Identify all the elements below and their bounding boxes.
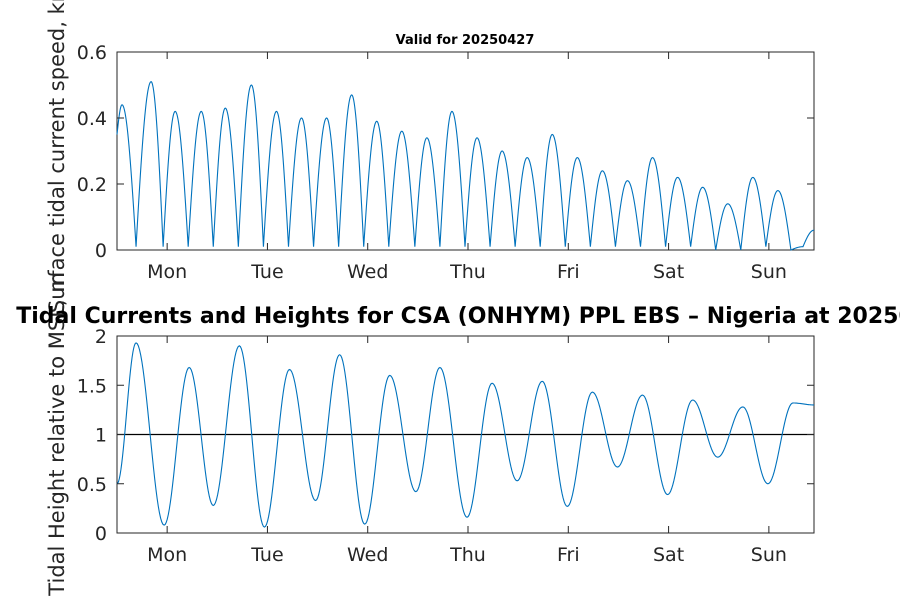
current-speed-x-tick-label: Mon (147, 261, 187, 283)
current-speed-x-tick-label: Thu (449, 261, 486, 283)
tidal-height-y-tick-label: 1 (95, 425, 107, 447)
current-speed-x-tick-label: Sat (653, 261, 684, 283)
figure-title: Tidal Currents and Heights for CSA (ONHY… (16, 304, 900, 329)
current-speed-x-tick-label: Fri (557, 261, 580, 283)
tidal-height-line (116, 342, 815, 528)
current-speed-x-tick-label: Sun (751, 261, 787, 283)
current-speed-y-tick-label: 0.6 (77, 42, 107, 64)
current-speed-chart: 0 0.2 0.4 0.6 Mon Tue Wed Thu Fri Sat Sun Valid f… (45, 0, 815, 313)
current-speed-series (116, 81, 815, 251)
current-speed-y-tick-label: 0 (95, 240, 107, 262)
tidal-height-series (116, 342, 815, 528)
tidal-height-x-tick-label: Wed (347, 544, 388, 566)
current-speed-x-tick-label: Tue (250, 261, 283, 283)
current-speed-y-tick-label: 0.2 (77, 174, 107, 196)
tidal-height-x-tick-label: Sat (653, 544, 684, 566)
tidal-height-y-tick-label: 0.5 (77, 474, 107, 496)
tidal-height-x-ticks: Mon Tue Wed Thu Fri Sat Sun (147, 336, 787, 566)
tidal-height-x-tick-label: Thu (449, 544, 486, 566)
current-speed-x-tick-label: Wed (347, 261, 388, 283)
tidal-height-y-tick-label: 1.5 (77, 375, 107, 397)
current-speed-y-ticks: 0 0.2 0.4 0.6 (77, 42, 814, 262)
tidal-height-y-ticks: 0 0.5 1 1.5 2 (77, 326, 814, 545)
tidal-height-y-axis-label: Tidal Height relative to MSL, m (45, 272, 69, 596)
current-speed-y-axis-label: Surface tidal current speed, kn (45, 0, 69, 313)
tidal-height-y-tick-label: 2 (95, 326, 107, 348)
current-speed-y-tick-label: 0.4 (77, 108, 107, 130)
current-speed-x-ticks: Mon Tue Wed Thu Fri Sat Sun (147, 52, 787, 283)
current-speed-chart-title: Valid for 20250427 (396, 33, 535, 48)
tidal-height-x-tick-label: Mon (147, 544, 187, 566)
tidal-height-x-tick-label: Fri (557, 544, 580, 566)
current-speed-line (116, 81, 815, 251)
current-speed-plot-frame (116, 51, 815, 251)
tidal-height-x-tick-label: Tue (250, 544, 283, 566)
tidal-height-chart: 0 0.5 1 1.5 2 Mon Tue Wed Thu Fri Sat Sun Tidal He… (45, 272, 815, 597)
tidal-height-y-tick-label: 0 (95, 523, 107, 545)
tidal-height-x-tick-label: Sun (751, 544, 787, 566)
